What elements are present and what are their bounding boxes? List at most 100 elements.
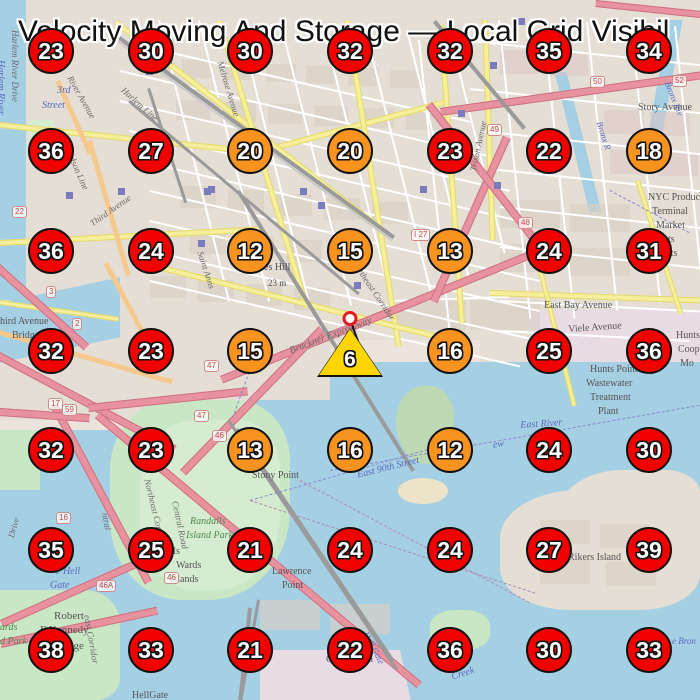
road-shield: 17 xyxy=(48,398,63,410)
road-shield: 59 xyxy=(62,404,77,416)
rank-value: 36 xyxy=(636,337,662,364)
rank-marker[interactable]: 16 xyxy=(427,328,473,374)
rank-marker[interactable]: 30 xyxy=(227,28,273,74)
rank-marker[interactable]: 18 xyxy=(626,128,672,174)
rank-marker[interactable]: 22 xyxy=(327,627,373,673)
road-shield: 2 xyxy=(72,318,83,330)
rank-marker[interactable]: 34 xyxy=(626,28,672,74)
road-shield: 46 xyxy=(212,430,227,442)
rank-marker[interactable]: 21 xyxy=(227,527,273,573)
map-junction xyxy=(494,182,501,189)
rank-marker[interactable]: 23 xyxy=(427,128,473,174)
rank-value: 23 xyxy=(138,337,164,364)
rank-value: 21 xyxy=(237,536,263,563)
rank-marker[interactable]: 36 xyxy=(28,228,74,274)
rank-value: 30 xyxy=(536,636,562,663)
rank-marker[interactable]: 39 xyxy=(626,527,672,573)
rank-marker[interactable]: 13 xyxy=(227,427,273,473)
rank-marker[interactable]: 30 xyxy=(128,28,174,74)
rank-value: 38 xyxy=(38,636,64,663)
rank-marker[interactable]: 35 xyxy=(526,28,572,74)
rank-value: 13 xyxy=(437,237,463,264)
rank-marker[interactable]: 36 xyxy=(427,627,473,673)
rank-marker[interactable]: 38 xyxy=(28,627,74,673)
rank-marker[interactable]: 36 xyxy=(28,128,74,174)
rank-value: 35 xyxy=(38,536,64,563)
map-junction xyxy=(490,62,497,69)
rank-marker[interactable]: 36 xyxy=(626,328,672,374)
rank-value: 16 xyxy=(437,337,463,364)
rank-value: 30 xyxy=(138,37,164,64)
rank-value: 31 xyxy=(636,237,662,264)
rank-value: 23 xyxy=(38,37,64,64)
rank-marker[interactable]: 15 xyxy=(327,228,373,274)
rank-marker[interactable]: 31 xyxy=(626,228,672,274)
rank-value: 13 xyxy=(237,436,263,463)
rank-marker[interactable]: 25 xyxy=(526,328,572,374)
rank-value: 16 xyxy=(337,436,363,463)
rank-value: 15 xyxy=(237,337,263,364)
rank-marker[interactable]: 23 xyxy=(28,28,74,74)
map-junction xyxy=(300,188,307,195)
rank-marker[interactable]: 22 xyxy=(526,128,572,174)
rank-value: 24 xyxy=(536,436,562,463)
rank-marker[interactable]: 23 xyxy=(128,427,174,473)
rank-marker[interactable]: 35 xyxy=(28,527,74,573)
rank-marker[interactable]: 20 xyxy=(327,128,373,174)
rank-marker[interactable]: 16 xyxy=(327,427,373,473)
rank-marker[interactable]: 24 xyxy=(128,228,174,274)
rank-marker[interactable]: 12 xyxy=(427,427,473,473)
rank-marker[interactable]: 21 xyxy=(227,627,273,673)
rank-marker[interactable]: 27 xyxy=(128,128,174,174)
rank-value: 33 xyxy=(138,636,164,663)
center-business-marker[interactable]: 6 xyxy=(317,311,383,377)
rank-value: 12 xyxy=(237,237,263,264)
rank-marker[interactable]: 24 xyxy=(427,527,473,573)
rank-marker[interactable]: 27 xyxy=(526,527,572,573)
rank-marker[interactable]: 30 xyxy=(626,427,672,473)
rank-value: 32 xyxy=(437,37,463,64)
rank-marker[interactable]: 32 xyxy=(427,28,473,74)
map-junction xyxy=(204,188,211,195)
map-junction xyxy=(518,18,525,25)
rank-marker[interactable]: 13 xyxy=(427,228,473,274)
rank-marker[interactable]: 12 xyxy=(227,228,273,274)
rank-marker[interactable]: 20 xyxy=(227,128,273,174)
rank-marker[interactable]: 24 xyxy=(327,527,373,573)
road-shield: I 27 xyxy=(411,229,431,241)
rank-marker[interactable]: 33 xyxy=(626,627,672,673)
rank-marker[interactable]: 25 xyxy=(128,527,174,573)
rank-value: 22 xyxy=(536,137,562,164)
map-junction xyxy=(198,240,205,247)
rank-value: 15 xyxy=(337,237,363,264)
rank-value: 24 xyxy=(437,536,463,563)
rank-marker[interactable]: 24 xyxy=(526,427,572,473)
road-shield: 46A xyxy=(96,580,117,592)
map-junction xyxy=(354,282,361,289)
rank-value: 30 xyxy=(237,37,263,64)
rank-marker[interactable]: 15 xyxy=(227,328,273,374)
road-shield: 52 xyxy=(672,75,687,87)
rank-marker[interactable]: 30 xyxy=(526,627,572,673)
center-rank-value: 6 xyxy=(344,348,356,371)
rank-value: 24 xyxy=(138,237,164,264)
rank-marker[interactable]: 24 xyxy=(526,228,572,274)
rank-value: 18 xyxy=(636,137,662,164)
rank-value: 27 xyxy=(138,137,164,164)
rank-value: 22 xyxy=(337,636,363,663)
rank-value: 21 xyxy=(237,636,263,663)
rank-marker[interactable]: 33 xyxy=(128,627,174,673)
rank-value: 35 xyxy=(536,37,562,64)
map-junction xyxy=(118,188,125,195)
rank-value: 36 xyxy=(38,137,64,164)
rank-marker[interactable]: 23 xyxy=(128,328,174,374)
rank-value: 12 xyxy=(437,436,463,463)
rank-marker[interactable]: 32 xyxy=(28,328,74,374)
map-junction xyxy=(208,186,215,193)
rank-value: 27 xyxy=(536,536,562,563)
road-shield: 16 xyxy=(56,512,71,524)
rank-value: 34 xyxy=(636,37,662,64)
rank-marker[interactable]: 32 xyxy=(28,427,74,473)
rank-marker[interactable]: 32 xyxy=(327,28,373,74)
